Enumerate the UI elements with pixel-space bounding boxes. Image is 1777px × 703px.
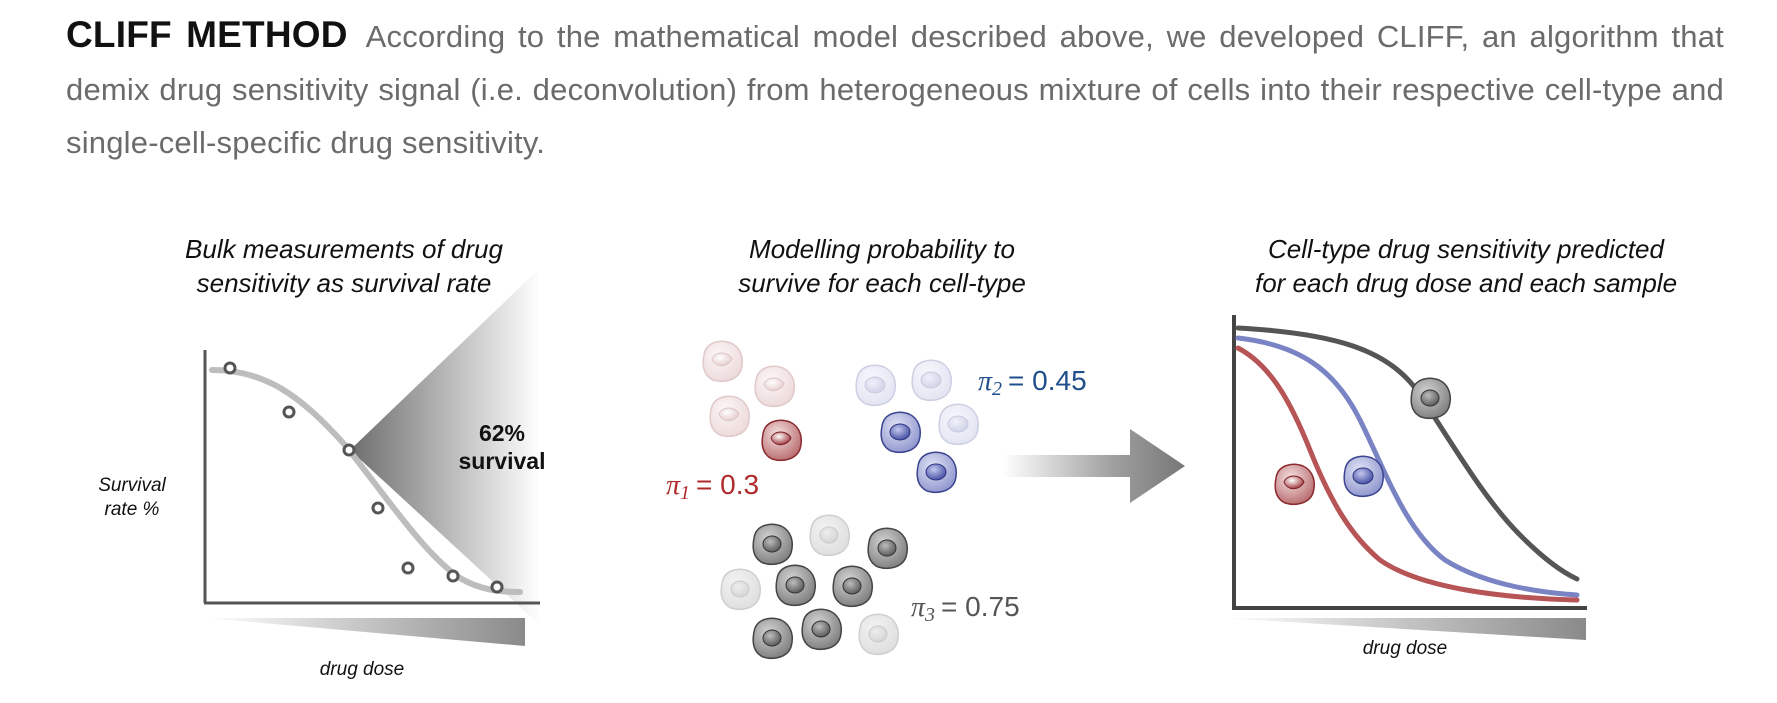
panel1-title-line2: sensitivity as survival rate [197, 268, 492, 298]
panel1-ylabel-line1: Survival [98, 475, 166, 496]
cell-icon [720, 568, 762, 611]
cell-icon [801, 608, 843, 651]
deconvolution-arrow [1003, 429, 1185, 503]
gray-cell-marker [1410, 377, 1452, 420]
cell-icon [916, 451, 958, 494]
cell-icon [855, 364, 897, 407]
callout-percent: 62% [479, 420, 525, 446]
cell-icon [858, 613, 900, 656]
intro-body: According to the mathematical model desc… [66, 19, 1724, 160]
survival-callout-cone [350, 268, 540, 625]
intro-paragraph: CLIFF METHOD According to the mathematica… [66, 8, 1724, 169]
panel-bulk-measurements: Bulk measurements of drug sensitivity as… [98, 234, 545, 680]
callout-label: survival [459, 448, 546, 474]
panel3-title-line2: for each drug dose and each sample [1255, 268, 1677, 298]
cell-icon [709, 395, 751, 438]
panel2-title-line1: Modelling probability to [749, 234, 1015, 264]
cell-icon [938, 403, 980, 446]
gray-cell-cluster [720, 514, 909, 660]
cell-icon [880, 411, 922, 454]
data-point [446, 569, 460, 583]
red-cell-marker [1274, 463, 1316, 506]
red-cell-cluster [702, 340, 803, 462]
blue-cell-curve [1235, 335, 1580, 598]
bulk-data-points [223, 361, 504, 594]
pi2-label: π2 = 0.45 [978, 365, 1087, 400]
panel3-dose-wedge [1222, 618, 1586, 640]
panel1-ylabel-line2: rate % [105, 499, 160, 520]
panel-modelling-probability: Modelling probability to survive for eac… [666, 234, 1185, 660]
data-point [371, 501, 385, 515]
cell-icon [809, 514, 851, 557]
cell-icon [754, 365, 796, 408]
data-point [490, 580, 504, 594]
panel-cell-type-predictions: Cell-type drug sensitivity predicted for… [1222, 234, 1677, 659]
panel2-title-line2: survive for each cell-type [738, 268, 1026, 298]
cell-icon [911, 359, 953, 402]
section-heading: CLIFF METHOD [66, 14, 348, 55]
panel3-xlabel: drug dose [1363, 638, 1448, 659]
data-point [342, 443, 356, 457]
cell-icon [752, 617, 794, 660]
panel1-xlabel: drug dose [320, 659, 405, 680]
blue-cell-cluster [855, 359, 980, 494]
panel1-title-line1: Bulk measurements of drug [185, 234, 503, 264]
pi1-label: π1 = 0.3 [666, 469, 759, 504]
blue-cell-marker [1343, 455, 1385, 498]
cell-icon [752, 523, 794, 566]
cell-icon [832, 565, 874, 608]
panel1-dose-wedge [205, 618, 525, 646]
data-point [223, 361, 237, 375]
bulk-dose-response-curve [209, 367, 523, 595]
cell-icon [761, 419, 803, 462]
pi3-label: π3 = 0.75 [911, 591, 1020, 626]
cell-icon [702, 340, 744, 383]
cell-icon [867, 527, 909, 570]
cell-icon [775, 564, 817, 607]
red-cell-curve [1235, 345, 1580, 603]
data-point [401, 561, 415, 575]
data-point [282, 405, 296, 419]
gray-cell-curve [1235, 325, 1580, 582]
panel3-title-line1: Cell-type drug sensitivity predicted [1268, 234, 1665, 264]
